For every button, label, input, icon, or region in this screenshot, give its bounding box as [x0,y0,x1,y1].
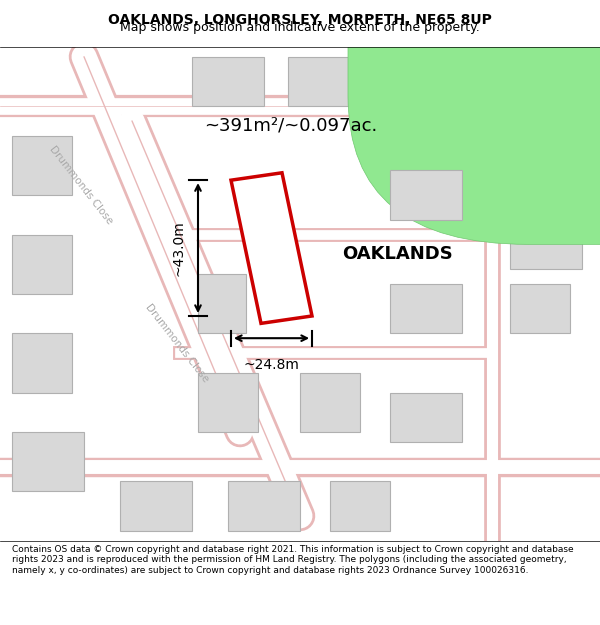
Text: Drummonds Close: Drummonds Close [143,302,211,384]
Bar [510,146,582,195]
Bar [12,136,72,195]
Text: ~24.8m: ~24.8m [244,358,299,372]
Text: ~43.0m: ~43.0m [172,220,186,276]
Bar [372,57,432,106]
Bar [390,284,462,333]
Bar [120,481,192,531]
Text: ~391m²/~0.097ac.: ~391m²/~0.097ac. [204,117,377,135]
Bar [198,372,258,432]
Text: Drummonds Close: Drummonds Close [47,144,115,226]
Text: OAKLANDS: OAKLANDS [342,245,453,263]
Bar [228,481,300,531]
Bar [288,57,348,106]
Bar [330,481,390,531]
Bar [300,372,360,432]
Bar [510,284,570,333]
Bar [12,333,72,392]
Text: Map shows position and indicative extent of the property.: Map shows position and indicative extent… [120,21,480,34]
Bar [12,432,84,491]
Text: Contains OS data © Crown copyright and database right 2021. This information is : Contains OS data © Crown copyright and d… [12,545,574,574]
Polygon shape [231,173,312,323]
Bar [390,392,462,442]
Text: OAKLANDS, LONGHORSLEY, MORPETH, NE65 8UP: OAKLANDS, LONGHORSLEY, MORPETH, NE65 8UP [108,13,492,27]
Bar [510,62,582,121]
FancyBboxPatch shape [348,0,600,244]
Bar [12,234,72,294]
Bar [192,57,264,106]
Bar [510,219,582,269]
Bar [198,274,246,333]
Bar [390,170,462,219]
